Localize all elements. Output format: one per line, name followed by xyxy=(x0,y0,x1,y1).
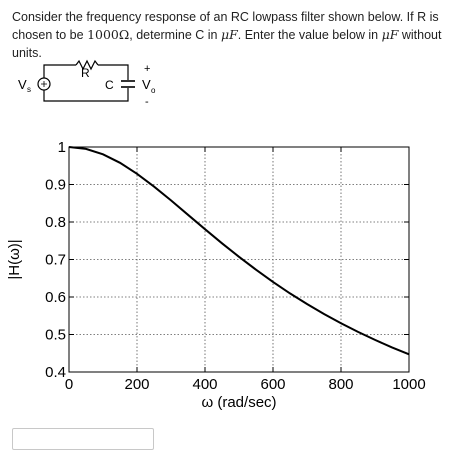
rc-circuit-diagram: V s R C V o + - xyxy=(18,59,156,108)
x-tick-label: 0 xyxy=(65,376,73,393)
resistor-icon xyxy=(75,59,99,71)
x-tick-label: 1000 xyxy=(392,376,425,393)
y-tick-label: 0.8 xyxy=(45,214,66,231)
x-tick-label: 600 xyxy=(260,376,285,393)
source-subscript: s xyxy=(27,85,31,94)
tick-labels: 0 200 400 600 800 1000 0.4 0.5 0.6 0.7 0.8 0.9 1 xyxy=(45,139,426,393)
wire-bottom xyxy=(43,88,129,102)
x-tick-label: 800 xyxy=(328,376,353,393)
output-plus-sign: + xyxy=(144,63,150,75)
wire-top-left xyxy=(43,64,76,78)
y-tick-label: 0.4 xyxy=(45,364,66,381)
answer-input[interactable] xyxy=(12,428,154,450)
output-subscript: o xyxy=(151,86,156,95)
question-part1: Consider the frequency response of an RC… xyxy=(12,10,439,42)
output-label: V xyxy=(142,77,151,92)
grid-lines xyxy=(69,147,409,372)
resistor-label: R xyxy=(81,66,90,80)
y-tick-label: 0.7 xyxy=(45,252,66,269)
x-tick-label: 200 xyxy=(124,376,149,393)
y-tick-label: 0.9 xyxy=(45,177,66,194)
question-part4: without units. xyxy=(12,28,442,60)
question-part3: . Enter the value below in xyxy=(237,28,382,42)
x-axis-label: ω (rad/sec) xyxy=(201,394,276,411)
wire-top-right xyxy=(98,64,129,80)
magnitude-response-line xyxy=(68,146,410,356)
y-tick-label: 1 xyxy=(58,139,66,156)
y-axis-label: |H(ω)| xyxy=(6,239,23,279)
question-part2: , determine C in xyxy=(129,28,221,42)
resistance-value: 1000Ω xyxy=(87,27,130,42)
y-tick-label: 0.5 xyxy=(45,327,66,344)
question-text: Consider the frequency response of an RC… xyxy=(12,8,468,62)
y-tick-label: 0.6 xyxy=(45,289,66,306)
axis-ticks xyxy=(68,146,410,373)
x-tick-label: 400 xyxy=(192,376,217,393)
unit-microfarad-2: μF xyxy=(381,27,399,42)
plot-frame xyxy=(68,146,410,373)
source-label: V xyxy=(18,77,27,92)
capacitor-label: C xyxy=(105,78,114,92)
output-minus-sign: - xyxy=(145,96,149,108)
source-polarity-icon xyxy=(41,81,47,87)
unit-microfarad: μF xyxy=(220,27,238,42)
